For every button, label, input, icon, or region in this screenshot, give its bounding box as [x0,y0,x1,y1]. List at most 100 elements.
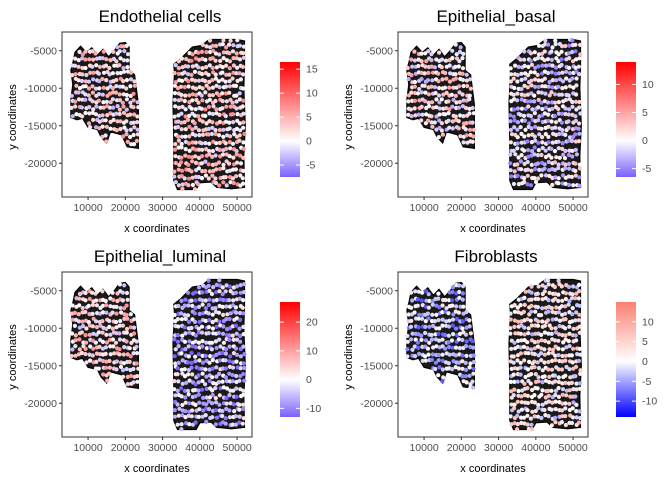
cell-point [543,378,549,383]
cell-point [124,330,129,335]
cell-point [528,183,534,188]
cell-point [416,316,421,321]
cell-point [453,76,458,81]
cell-point [512,169,517,174]
cell-point [447,298,452,303]
cell-point [101,372,106,377]
cell-point [206,331,211,336]
cell-point [468,331,473,336]
cell-point [223,375,228,380]
x-tick-label: 50000 [558,202,587,214]
cell-point [549,423,554,428]
cell-point [526,148,531,153]
y-axis-label: y coordinates [7,324,19,390]
cell-point [223,84,229,89]
cell-point [216,380,221,385]
cell-point [186,413,191,418]
cell-point [217,289,222,294]
cell-point [224,146,229,151]
cell-point [545,318,551,323]
cell-point [114,325,119,330]
cell-point [422,71,427,76]
cell-point [536,375,541,380]
cell-point [529,303,534,308]
cell-point [577,56,582,61]
cell-point [241,388,246,393]
cell-point [135,351,140,356]
cell-point [118,305,123,311]
cell-point [522,49,527,54]
cell-point [238,346,243,352]
cell-point [217,278,222,283]
cell-point [529,62,535,67]
cell-point [570,76,575,81]
cell-point [453,353,458,358]
cell-point [544,63,549,68]
cell-point [450,298,455,303]
cell-point [567,166,572,171]
cell-point [240,421,245,426]
cell-point [217,112,222,117]
cell-point [427,298,432,304]
cell-point [228,134,233,139]
cell-point [186,162,191,167]
cell-point [525,167,530,172]
cell-point [416,345,421,350]
cell-point [182,120,187,125]
cell-point [547,79,552,85]
cell-point [108,119,113,124]
cell-point [196,326,201,331]
cell-point [131,380,136,385]
cell-point [201,395,206,400]
cell-point [437,365,442,370]
cell-point [434,127,439,132]
cell-point [114,111,119,116]
cell-point [536,379,541,384]
cell-point [207,378,212,384]
plot-area [61,31,253,198]
cell-point [416,325,421,330]
cell-point [529,309,534,314]
cell-point [183,127,188,132]
cell-point [429,332,434,338]
cell-point [406,99,411,104]
cell-point [233,422,238,427]
cell-point [86,303,91,308]
cell-point [408,324,414,329]
cell-point [83,290,88,296]
cell-point [535,323,541,328]
cell-point [233,167,238,172]
cell-point [525,159,530,165]
cell-point [77,86,83,91]
cell-point [511,393,516,398]
x-tick-label: 50000 [222,202,251,214]
cell-point [203,173,208,178]
cell-point [577,386,582,391]
cell-point [230,112,236,117]
cell-point [446,99,451,104]
cell-point [532,400,537,405]
cell-point [412,79,418,85]
cell-point [553,71,558,76]
cell-point [574,415,579,420]
cell-point [525,139,530,144]
cell-point [69,353,74,359]
cell-point [533,124,538,129]
cell-point [412,310,417,315]
cell-point [90,84,95,89]
cell-point [84,360,89,365]
cell-point [529,372,534,377]
cell-point [454,52,459,57]
cell-point [83,97,88,102]
cell-point [570,292,575,297]
cell-point [242,131,247,136]
cell-point [437,326,442,331]
cell-point [566,161,572,166]
cell-point [237,71,242,76]
cell-point [73,353,78,358]
cell-point [175,366,180,371]
cell-point [556,111,561,116]
cell-point [234,99,239,104]
cell-point [532,340,537,345]
cell-point [227,66,232,71]
